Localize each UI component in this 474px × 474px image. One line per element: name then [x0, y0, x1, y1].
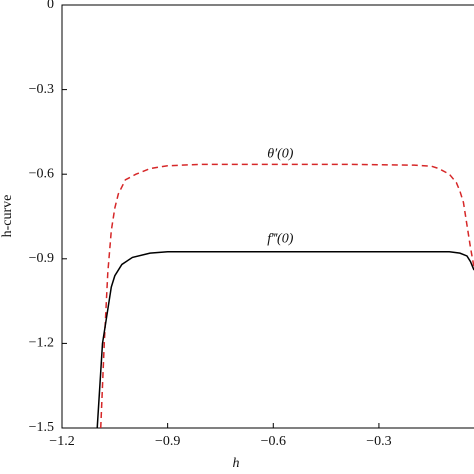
line — [96, 251, 474, 429]
x-tick-label: −0.3 — [366, 434, 391, 449]
y-tick-label: −0.6 — [29, 166, 54, 181]
y-tick-label: −1.5 — [29, 420, 54, 435]
x-tick-label: −0.9 — [155, 434, 180, 449]
y-tick-label: −1.2 — [29, 336, 54, 351]
annotation: θ′(0) — [267, 147, 294, 162]
x-tick-label: −0.6 — [261, 434, 286, 449]
annotation: f‴(0) — [267, 231, 293, 246]
y-tick-label: −0.9 — [29, 251, 54, 266]
y-tick-label: 0 — [47, 0, 54, 12]
plot-frame — [61, 4, 474, 429]
x-tick-label: −1.2 — [49, 434, 74, 449]
y-tick-label: −0.3 — [29, 82, 54, 97]
x-axis-label: h — [233, 456, 240, 471]
y-axis-label: h-curve — [0, 195, 15, 238]
line — [99, 163, 474, 429]
